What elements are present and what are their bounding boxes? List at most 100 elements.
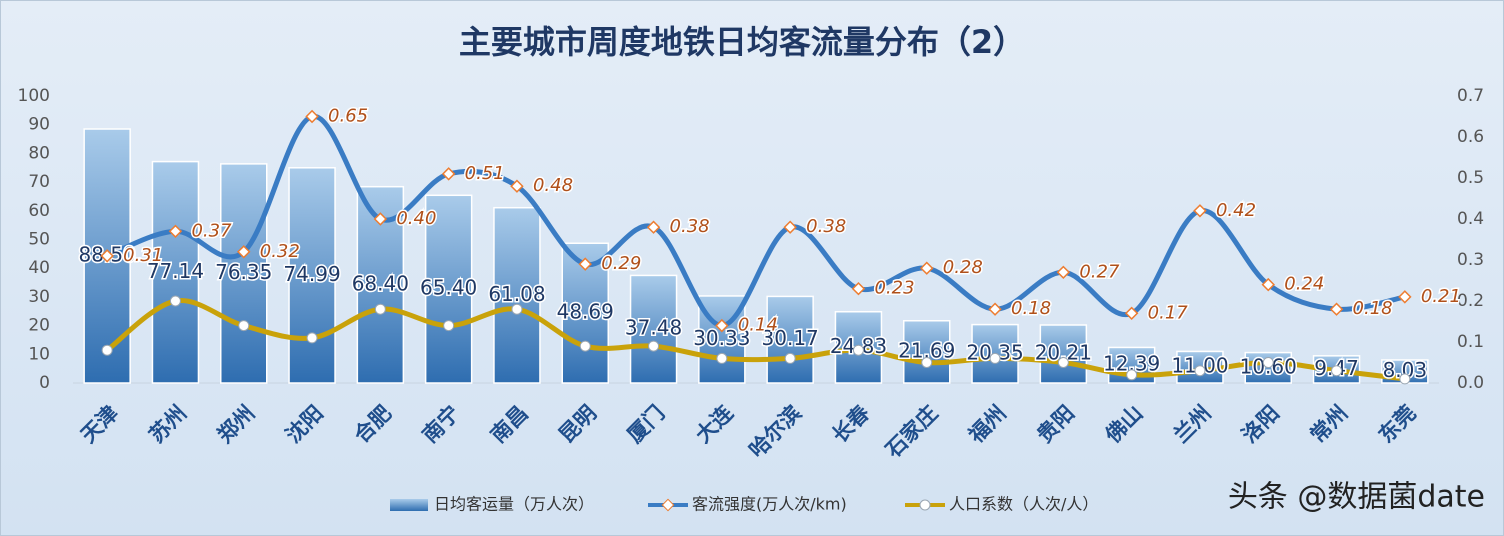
line-marker <box>1193 204 1207 218</box>
line-marker <box>510 179 524 193</box>
bar-value-label: 30.17 <box>762 326 819 350</box>
line-marker <box>1261 277 1275 292</box>
bar <box>629 274 678 384</box>
bar-value-label: 77.14 <box>147 259 204 283</box>
line-value-label: 0.42 <box>1216 200 1256 221</box>
y-tick-label: 20 <box>28 316 50 336</box>
y2-tick-label: 0.0 <box>1457 373 1484 393</box>
line-value-label: 0.17 <box>1148 302 1189 323</box>
line-value-label: 0.37 <box>191 220 232 241</box>
line-marker <box>783 220 797 234</box>
line-marker <box>306 332 318 344</box>
line <box>104 113 1408 329</box>
line-marker <box>374 303 386 315</box>
y2-tick-label: 0.4 <box>1457 209 1484 229</box>
line-value-label: 0.28 <box>943 257 983 278</box>
bar <box>288 167 336 384</box>
legend-label: 日均客运量（万人次） <box>434 495 594 514</box>
bar-value-label: 74.99 <box>283 262 340 286</box>
bar <box>903 319 951 384</box>
watermark: 头条 @数据菌date <box>1228 480 1485 515</box>
line-marker <box>1399 373 1411 385</box>
line-marker <box>921 357 933 368</box>
line-marker <box>441 167 456 181</box>
line-marker <box>715 318 729 333</box>
line-marker <box>579 340 591 352</box>
legend-swatch <box>390 499 428 511</box>
line-marker <box>988 302 1002 316</box>
line-marker <box>1124 306 1139 321</box>
line-marker <box>305 109 319 124</box>
line-value-label: 0.65 <box>328 106 368 127</box>
line-marker <box>1331 365 1343 377</box>
y-tick-label: 10 <box>28 344 50 364</box>
line-value-label: 0.18 <box>1353 298 1393 319</box>
legend-marker <box>919 499 931 511</box>
line-value-label: 0.51 <box>465 163 505 184</box>
line-marker <box>1398 290 1412 304</box>
y2-tick-label: 0.6 <box>1457 127 1484 147</box>
line-value-label: 0.38 <box>806 216 846 237</box>
y-tick-label: 40 <box>28 258 50 278</box>
line-marker <box>716 352 728 364</box>
bar-value-label: 65.40 <box>420 276 477 300</box>
bar-value-label: 48.69 <box>557 300 614 324</box>
bar-value-label: 37.48 <box>625 316 682 340</box>
line-marker <box>578 257 592 271</box>
line-value-label: 0.18 <box>1011 298 1051 319</box>
line-marker <box>511 303 523 315</box>
y-tick-label: 90 <box>28 115 50 135</box>
bar <box>151 160 200 384</box>
line-marker <box>1329 302 1344 316</box>
line-value-label: 0.40 <box>396 208 436 229</box>
line-marker <box>373 212 388 226</box>
line-marker <box>1194 365 1206 377</box>
bar-value-label: 76.35 <box>215 260 272 284</box>
bar <box>493 206 541 384</box>
legend-marker <box>661 498 675 512</box>
line-marker <box>648 340 660 352</box>
bar-value-label: 61.08 <box>488 282 545 306</box>
line-value-label: 0.27 <box>1079 261 1120 282</box>
line-marker <box>851 281 866 296</box>
line-marker <box>100 249 114 263</box>
line-value-label: 0.48 <box>533 175 573 196</box>
y-tick-label: 100 <box>18 86 50 106</box>
line-marker <box>101 344 113 356</box>
line-marker <box>443 320 455 332</box>
line-marker <box>1056 265 1071 280</box>
line-marker <box>238 320 250 332</box>
chart-title: 主要城市周度地铁日均客流量分布（2） <box>459 23 1025 61</box>
line-marker <box>237 245 251 259</box>
line-marker <box>1262 357 1274 368</box>
y2-tick-label: 0.7 <box>1457 86 1484 106</box>
line-marker <box>989 352 1001 364</box>
line-value-label: 0.32 <box>260 241 300 262</box>
bar <box>424 194 473 384</box>
line-marker <box>168 224 183 239</box>
line-value-label: 0.24 <box>1284 274 1324 295</box>
legend-label: 客流强度(万人次/km) <box>692 495 847 514</box>
line-marker <box>646 220 661 234</box>
bar <box>1039 324 1088 384</box>
line-value-label: 0.31 <box>123 245 163 266</box>
line-marker <box>169 295 181 307</box>
bar <box>766 295 814 384</box>
line-value-label: 0.21 <box>1421 286 1461 307</box>
y-tick-label: 60 <box>28 201 50 221</box>
legend-label: 人口系数（人次/人） <box>949 495 1098 514</box>
y-tick-label: 30 <box>28 287 50 307</box>
y2-tick-label: 0.2 <box>1457 291 1484 311</box>
line-marker <box>784 352 796 364</box>
bar <box>220 163 268 384</box>
y2-tick-label: 0.3 <box>1457 250 1484 270</box>
y2-tick-label: 0.1 <box>1457 332 1484 352</box>
y2-tick-label: 0.5 <box>1457 168 1484 188</box>
line-marker <box>852 344 864 356</box>
line-value-label: 0.38 <box>670 216 710 237</box>
y-tick-label: 70 <box>28 172 50 192</box>
line-value-label: 0.29 <box>601 253 641 274</box>
line-marker <box>1057 357 1069 368</box>
y-tick-label: 80 <box>28 143 50 163</box>
line-value-label: 0.23 <box>874 278 914 299</box>
